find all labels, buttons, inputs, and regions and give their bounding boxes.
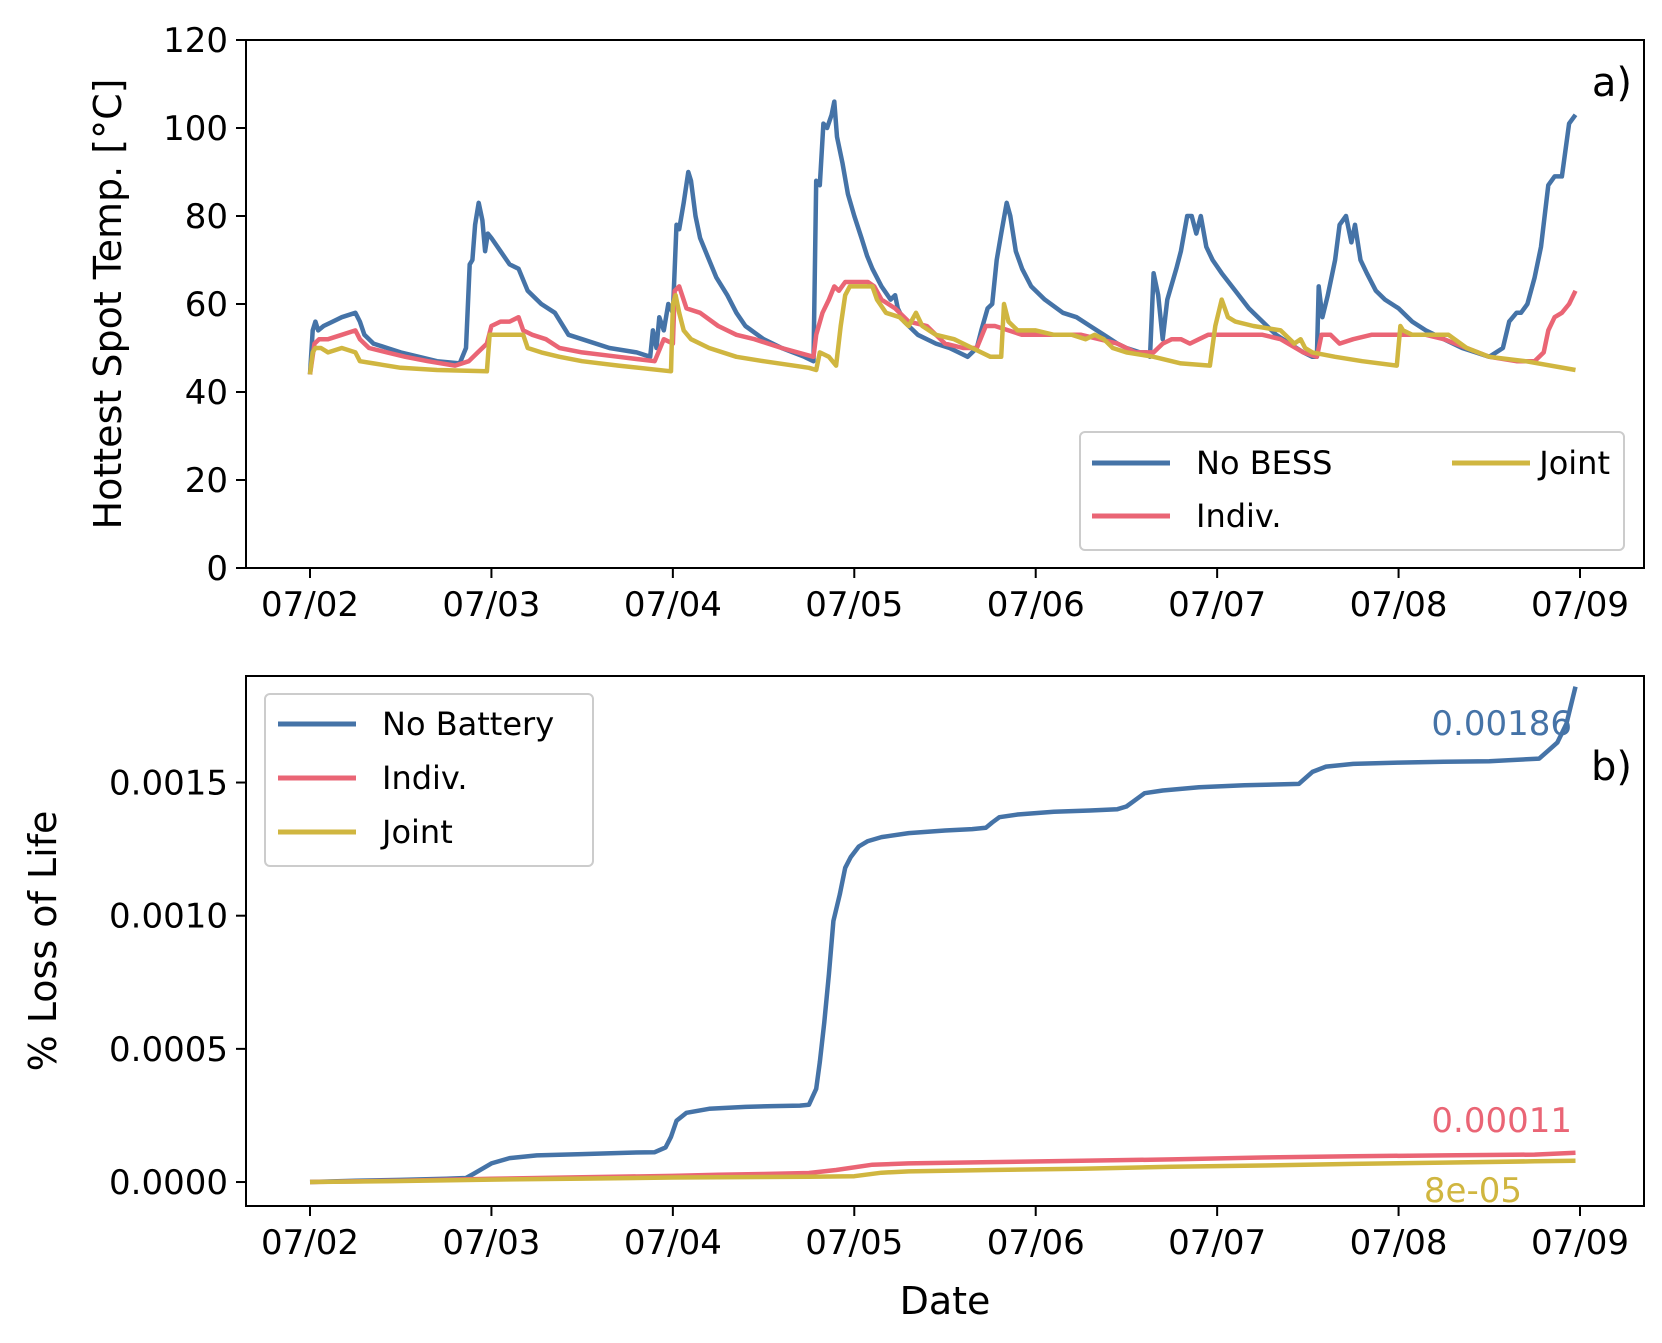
panel-a-label: a): [1592, 60, 1632, 106]
panel-b-ticks: 07/02 07/03 07/04 07/05 07/06 07/07 07/08 07/09…: [109, 764, 1629, 1263]
x-tick-label: 07/02: [261, 1223, 359, 1263]
x-tick-label: 07/09: [1531, 1223, 1629, 1263]
x-tick-label: 07/07: [1168, 1223, 1266, 1263]
panel-a-y-axis-title: Hottest Spot Temp. [°C]: [86, 79, 130, 530]
panel-a-ticks: 07/02 07/03 07/04 07/05 07/06 07/07 07/08 07/09…: [163, 21, 1629, 625]
x-tick-label: 07/06: [987, 585, 1085, 625]
x-tick-label: 07/05: [805, 1223, 903, 1263]
panel-b-series-group: [309, 686, 1578, 1185]
y-tick-label: 0.0000: [109, 1163, 228, 1203]
series-line-no-bess: [307, 99, 1578, 375]
y-tick-label: 100: [163, 109, 228, 149]
panel-a-chart: 07/02 07/03 07/04 07/05 07/06 07/07 07/08 07/09…: [86, 21, 1645, 625]
x-tick-label: 07/08: [1350, 585, 1448, 625]
series-line-indiv: [307, 279, 1578, 375]
panel-a-series-group: [307, 99, 1578, 375]
x-tick-label: 07/02: [261, 585, 359, 625]
end-value-indiv: 0.00011: [1431, 1101, 1572, 1141]
panel-b-legend: No Battery Indiv. Joint: [264, 693, 594, 867]
x-tick-label: 07/04: [624, 585, 722, 625]
x-tick-label: 07/06: [987, 1223, 1085, 1263]
y-tick-label: 0: [206, 549, 228, 589]
y-tick-label: 20: [185, 461, 228, 501]
y-tick-label: 80: [185, 197, 228, 237]
y-tick-label: 60: [185, 285, 228, 325]
legend-label-no-bess: No BESS: [1196, 444, 1332, 482]
y-tick-label: 0.0015: [109, 764, 228, 804]
series-line-joint: [307, 284, 1576, 375]
panel-b-axes-frame: [245, 675, 1645, 1207]
series-line-no-battery: [309, 686, 1578, 1185]
x-tick-label: 07/09: [1531, 585, 1629, 625]
legend-label-no-battery: No Battery: [382, 705, 554, 743]
y-tick-label: 0.0005: [109, 1030, 228, 1070]
x-tick-label: 07/07: [1168, 585, 1266, 625]
x-tick-label: 07/03: [442, 1223, 540, 1263]
x-tick-label: 07/03: [442, 585, 540, 625]
x-tick-label: 07/05: [805, 585, 903, 625]
legend-label-joint-a: Joint: [1537, 444, 1610, 482]
panel-b-x-axis-title: Date: [900, 1279, 991, 1323]
x-tick-label: 07/08: [1350, 1223, 1448, 1263]
end-value-no-battery: 0.00186: [1431, 704, 1572, 744]
panel-b-label: b): [1591, 744, 1632, 790]
end-value-joint: 8e-05: [1424, 1171, 1522, 1211]
y-tick-label: 0.0010: [109, 897, 228, 937]
panel-b-chart: 07/02 07/03 07/04 07/05 07/06 07/07 07/08 07/09…: [21, 675, 1645, 1323]
legend-label-indiv-a: Indiv.: [1196, 497, 1282, 535]
legend-label-indiv-b: Indiv.: [382, 759, 468, 797]
x-tick-label: 07/04: [624, 1223, 722, 1263]
panel-b-legend-frame: [264, 693, 594, 867]
panel-a-legend: No BESS Indiv. Joint: [1079, 431, 1625, 551]
y-tick-label: 120: [163, 21, 228, 61]
panel-b-y-axis-title: % Loss of Life: [21, 811, 65, 1072]
y-tick-label: 40: [185, 373, 228, 413]
legend-label-joint-b: Joint: [380, 813, 453, 851]
series-line-joint: [309, 1158, 1576, 1185]
